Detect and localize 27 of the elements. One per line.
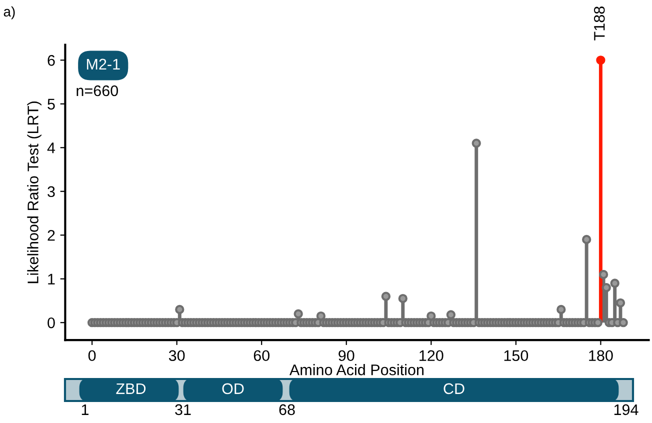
y-axis-title: Likelihood Ratio Test (LRT)	[27, 102, 42, 284]
y-tick-label: 3	[48, 186, 55, 198]
y-tick-label: 2	[48, 230, 55, 241]
x-tick-label: 30	[168, 350, 185, 362]
text: CD	[444, 383, 464, 394]
annotation: T188	[594, 6, 605, 40]
x-tick-label: 120	[420, 350, 444, 362]
x-tick-label: 0	[88, 350, 96, 362]
text: ZBD	[116, 383, 146, 394]
y-tick-label: 0	[48, 317, 55, 328]
x-tick-label: 150	[504, 350, 528, 362]
annotation: M2-1	[86, 58, 120, 70]
x-axis-title: Amino Acid Position	[289, 364, 424, 376]
text: OD	[222, 383, 244, 394]
y-tick-label: 5	[48, 98, 55, 110]
y-tick-label: 1	[48, 274, 55, 284]
x-tick-label: 180	[589, 350, 613, 362]
text: 194	[614, 404, 638, 416]
text: a)	[4, 6, 15, 20]
x-tick-label: 90	[338, 350, 354, 362]
text: 68	[279, 404, 295, 416]
annotation: n=660	[76, 85, 118, 96]
text: 31	[175, 404, 191, 416]
y-tick-label: 6	[48, 55, 55, 66]
x-tick-label: 60	[254, 350, 270, 362]
y-tick-label: 4	[47, 142, 56, 154]
text: 1	[82, 404, 89, 415]
